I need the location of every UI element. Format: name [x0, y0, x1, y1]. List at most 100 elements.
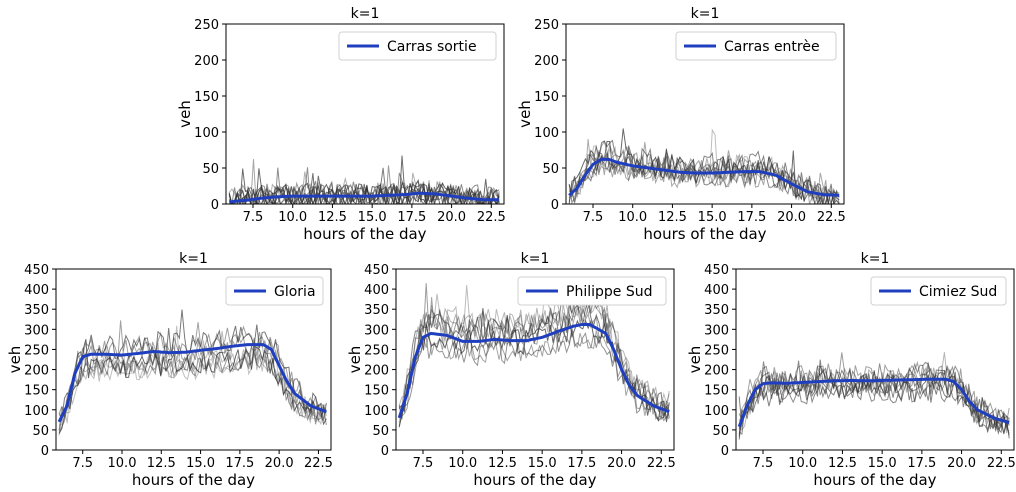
plot-frame	[735, 268, 1015, 451]
x-tick-label: 17.5	[567, 456, 596, 471]
y-tick-label: 150	[534, 90, 559, 105]
x-tick-label: 7.5	[413, 456, 434, 471]
y-tick-label: 50	[372, 424, 389, 439]
x-axis-label: hours of the day	[473, 471, 596, 489]
y-tick-label: 100	[534, 126, 559, 141]
y-axis-label: veh	[346, 346, 364, 374]
daily-trace	[738, 360, 1010, 440]
chart-title: k=1	[691, 6, 720, 22]
x-tick-label: 22.5	[477, 210, 506, 225]
y-tick-label: 300	[24, 323, 49, 338]
y-axis-label: veh	[686, 346, 704, 374]
legend: Philippe Sud	[517, 276, 667, 306]
y-tick-label: 400	[704, 283, 729, 298]
mean-series-line	[57, 343, 327, 423]
daily-trace	[58, 330, 327, 424]
x-tick-label: 22.5	[817, 210, 846, 225]
x-tick-label: 10.0	[618, 210, 647, 225]
daily-trace	[58, 345, 327, 433]
y-tick-label: 200	[24, 364, 49, 379]
x-tick-label: 12.5	[318, 210, 347, 225]
x-tick-label: 20.0	[947, 456, 976, 471]
y-tick-label: 100	[364, 404, 389, 419]
y-tick-label: 0	[721, 444, 729, 459]
y-tick-label: 50	[202, 162, 219, 177]
legend-box	[338, 31, 497, 61]
daily-trace	[228, 167, 500, 204]
y-tick-label: 200	[364, 364, 389, 379]
x-tick-label: 20.0	[607, 456, 636, 471]
daily-trace	[398, 285, 670, 411]
y-tick-label: 0	[551, 198, 559, 213]
y-axis-label: veh	[6, 346, 24, 374]
x-axis-label: hours of the day	[132, 471, 255, 489]
legend-label: Philippe Sud	[566, 284, 652, 300]
y-tick-label: 200	[704, 364, 729, 379]
legend-label: Carras sortie	[387, 39, 477, 55]
legend-box	[517, 276, 667, 306]
x-tick-label: 10.0	[788, 456, 817, 471]
daily-trace	[58, 339, 327, 434]
y-axis-label: veh	[176, 100, 194, 128]
y-tick-label: 100	[24, 404, 49, 419]
x-tick-label: 15.0	[186, 456, 215, 471]
x-tick-label: 7.5	[243, 210, 264, 225]
y-tick-label: 250	[24, 343, 49, 358]
x-tick-label: 12.5	[658, 210, 687, 225]
mean-series-line	[229, 191, 500, 204]
daily-trace	[738, 361, 1010, 436]
x-tick-label: 7.5	[753, 456, 774, 471]
chart-panel-1: 7.5 10.0 12.5 15.0 17.5 20.0 22.5 0 50 100 150 200 2…	[176, 6, 506, 243]
y-tick-label: 0	[381, 444, 389, 459]
x-axis-label: hours of the day	[303, 225, 426, 243]
plot-frame	[395, 268, 675, 451]
daily-trace	[568, 128, 840, 204]
y-tick-label: 400	[24, 283, 49, 298]
x-tick-label: 22.5	[304, 456, 333, 471]
mean-series-line	[568, 157, 840, 197]
y-tick-label: 100	[704, 404, 729, 419]
x-tick-label: 20.0	[437, 210, 466, 225]
y-tick-label: 150	[364, 384, 389, 399]
x-tick-label: 7.5	[583, 210, 604, 225]
x-axis-label: hours of the day	[643, 225, 766, 243]
chart-panel-4: 7.5 10.0 12.5 15.0 17.5 20.0 22.5 0 50 100 150 200 2…	[346, 251, 676, 489]
y-tick-label: 150	[24, 384, 49, 399]
daily-trace	[399, 291, 670, 419]
daily-trace	[398, 283, 670, 428]
x-tick-label: 20.0	[265, 456, 294, 471]
chart-title: k=1	[861, 251, 890, 267]
y-axis-label: veh	[516, 100, 534, 128]
y-tick-label: 300	[364, 323, 389, 338]
chart-title: k=1	[351, 6, 380, 22]
legend: Gloria	[225, 276, 324, 306]
y-tick-label: 450	[704, 263, 729, 278]
legend-label: Carras entrèe	[724, 39, 820, 55]
plot-frame	[225, 23, 505, 205]
daily-traces	[568, 128, 840, 204]
chart-panel-2: 7.5 10.0 12.5 15.0 17.5 20.0 22.5 0 50 100 150 200 2…	[516, 6, 846, 243]
chart-title: k=1	[521, 251, 550, 267]
x-tick-label: 22.5	[987, 456, 1016, 471]
y-tick-label: 0	[211, 198, 219, 213]
x-tick-label: 15.0	[868, 456, 897, 471]
y-tick-label: 350	[24, 303, 49, 318]
x-tick-label: 17.5	[225, 456, 254, 471]
y-tick-label: 250	[194, 18, 219, 33]
x-tick-label: 12.5	[147, 456, 176, 471]
y-tick-label: 200	[194, 54, 219, 69]
x-tick-label: 15.0	[698, 210, 727, 225]
x-tick-label: 12.5	[828, 456, 857, 471]
x-tick-label: 7.5	[72, 456, 93, 471]
daily-trace	[568, 151, 840, 204]
legend-box	[225, 276, 324, 306]
legend: Carras entrèe	[675, 31, 837, 61]
daily-trace	[398, 297, 670, 423]
daily-trace	[58, 309, 327, 422]
x-tick-label: 15.0	[358, 210, 387, 225]
legend-box	[675, 31, 837, 61]
plot-frame	[565, 23, 845, 205]
y-tick-label: 450	[364, 263, 389, 278]
y-tick-label: 350	[364, 303, 389, 318]
